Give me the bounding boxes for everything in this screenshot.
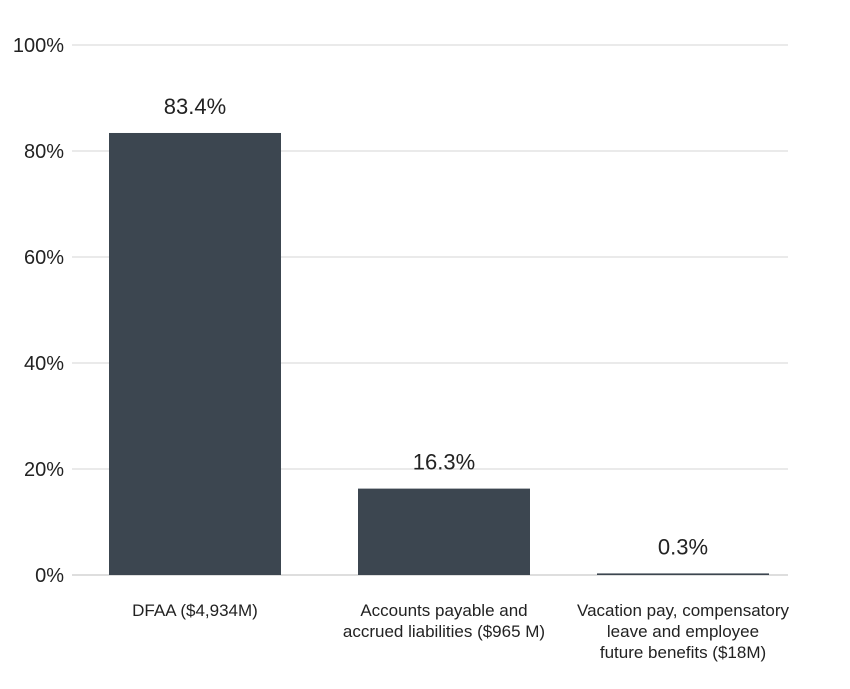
category-label-1: DFAA ($4,934M) xyxy=(132,601,258,620)
bars xyxy=(109,132,769,576)
category-label-3: Vacation pay, compensatory leave and empl… xyxy=(577,601,789,662)
y-tick-label: 0% xyxy=(35,565,64,587)
y-tick-label: 40% xyxy=(24,353,64,375)
bar-1 xyxy=(109,132,281,576)
y-axis-ticks: 0% 20% 40% 60% 80% 100% xyxy=(13,35,64,587)
x-axis-categories: DFAA ($4,934M) Accounts payable and accrue… xyxy=(132,601,789,662)
y-tick-label: 100% xyxy=(13,35,64,57)
data-labels: 83.4% 16.3% 0.3% xyxy=(164,94,708,559)
bar-2 xyxy=(358,488,530,575)
y-tick-label: 20% xyxy=(24,459,64,481)
data-label-3: 0.3% xyxy=(658,534,708,559)
category-label-2: Accounts payable and accrued liabilities … xyxy=(343,601,545,641)
bar-3 xyxy=(597,573,769,575)
y-tick-label: 60% xyxy=(24,247,64,269)
y-tick-label: 80% xyxy=(24,141,64,163)
data-label-2: 16.3% xyxy=(413,450,475,475)
data-label-1: 83.4% xyxy=(164,94,226,119)
